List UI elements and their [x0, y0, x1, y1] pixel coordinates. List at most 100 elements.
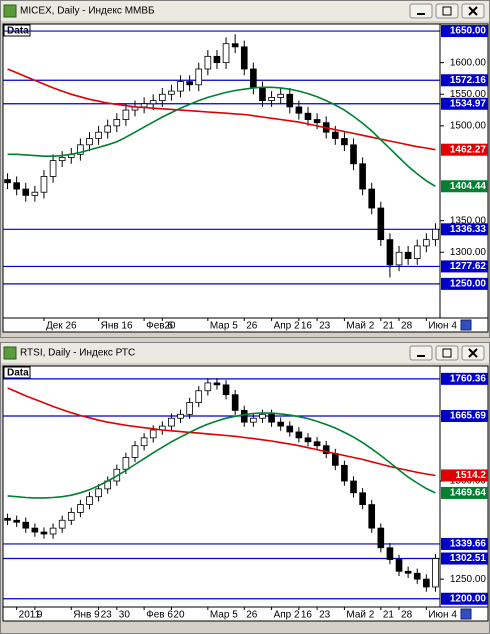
ma-label: 1404.44 [450, 181, 487, 192]
level-tag [441, 410, 488, 423]
window-min-button[interactable] [409, 345, 433, 361]
candle-body [122, 109, 130, 120]
candle-body [177, 413, 184, 419]
x-tick-label: Дек 26 [46, 321, 77, 332]
ma-line [7, 68, 436, 151]
candle-body [304, 112, 312, 120]
candle-body [268, 413, 275, 423]
candle-body [404, 570, 412, 574]
ma-tag [441, 486, 488, 499]
candle-body [95, 131, 102, 139]
candle-body [213, 382, 221, 386]
candle-body [313, 119, 321, 124]
candle-body [140, 437, 148, 447]
x-tick-label: Май 2 [346, 321, 374, 332]
candle-body [395, 251, 403, 266]
ma-label: 1462.27 [450, 144, 487, 155]
x-tick-label: 23 [101, 610, 113, 621]
candle-body [413, 245, 421, 259]
level-tag [441, 372, 488, 385]
candle-body [331, 131, 339, 139]
candle-body [31, 191, 39, 196]
candle-body [204, 55, 212, 70]
x-tick-label: 26 [246, 321, 258, 332]
x-tick-label: Янв 9 [73, 610, 100, 621]
x-tick-label: 16 [301, 610, 313, 621]
candle-body [22, 188, 30, 196]
candle-body [86, 138, 93, 146]
candle-body [13, 182, 20, 190]
candle-body [368, 188, 376, 209]
chart-window: MICEX, Daily - Индекс ММВБData1600.00155… [0, 0, 490, 338]
x-tick-label: 2011 [19, 610, 41, 621]
candle-body [31, 527, 39, 533]
candle-body [140, 103, 148, 108]
candle-body [159, 93, 166, 101]
candle-body [58, 157, 66, 162]
window-icon [3, 346, 17, 360]
ma-tag [441, 143, 488, 156]
candle-body [395, 559, 403, 572]
candle-body [377, 207, 385, 241]
candle-body [13, 519, 20, 523]
candle-body [77, 144, 84, 155]
level-label: 1250.00 [450, 279, 487, 290]
ma-line [7, 412, 436, 499]
level-tag [441, 223, 488, 236]
x-tick-label: 23 [319, 610, 331, 621]
window-max-button[interactable] [435, 3, 459, 19]
candle-body [359, 492, 366, 505]
level-tag [441, 97, 488, 110]
x-tick-label: 28 [401, 321, 413, 332]
candle-body [322, 445, 330, 454]
x-tick-label: 20 [173, 610, 185, 621]
level-tag [441, 277, 488, 290]
y-tick-label: 1350.00 [450, 215, 487, 226]
level-label: 1572.16 [450, 75, 487, 86]
window-max-button[interactable] [435, 345, 459, 361]
candle-body [413, 572, 421, 580]
scroll-icon[interactable] [460, 608, 472, 620]
level-tag [441, 552, 488, 565]
level-label: 1650.00 [450, 26, 487, 37]
window-icon [3, 4, 17, 18]
candle-body [213, 55, 221, 64]
y-tick-label: 1300.00 [450, 247, 487, 258]
ma-tag [441, 469, 488, 482]
time-scale [2, 606, 489, 622]
x-tick-label: 30 [119, 610, 131, 621]
candle-body [240, 409, 248, 423]
x-tick-label: 20 [164, 321, 176, 332]
x-tick-label: 9 [37, 610, 43, 621]
x-tick-label: Июн 4 [428, 321, 457, 332]
plot-area [2, 365, 441, 608]
candle-body [95, 488, 102, 498]
candle-body [240, 46, 248, 70]
scroll-icon[interactable] [460, 319, 472, 331]
level-tag [441, 74, 488, 87]
ma-tag [441, 180, 488, 193]
button-glyph [468, 348, 478, 358]
candle-body [4, 517, 11, 521]
candle-body [67, 512, 75, 521]
title-bar [1, 343, 489, 363]
candle-body [104, 125, 112, 133]
candle-body [168, 90, 175, 95]
candle-body [295, 431, 303, 439]
candle-body [4, 179, 11, 184]
candle-body [186, 81, 193, 86]
candle-body [304, 437, 312, 443]
candle-body [149, 429, 157, 439]
candle-body [131, 445, 139, 458]
x-tick-label: 23 [319, 321, 331, 332]
candle-body [122, 457, 130, 470]
time-scale [2, 317, 489, 333]
candle-body [77, 504, 84, 513]
level-tag [441, 260, 488, 273]
candle-body [222, 43, 230, 64]
level-label: 1302.51 [450, 553, 487, 564]
level-label: 1665.69 [450, 411, 487, 422]
level-label: 1339.66 [450, 539, 487, 550]
ma-line [7, 86, 436, 187]
window-min-button[interactable] [409, 3, 433, 19]
